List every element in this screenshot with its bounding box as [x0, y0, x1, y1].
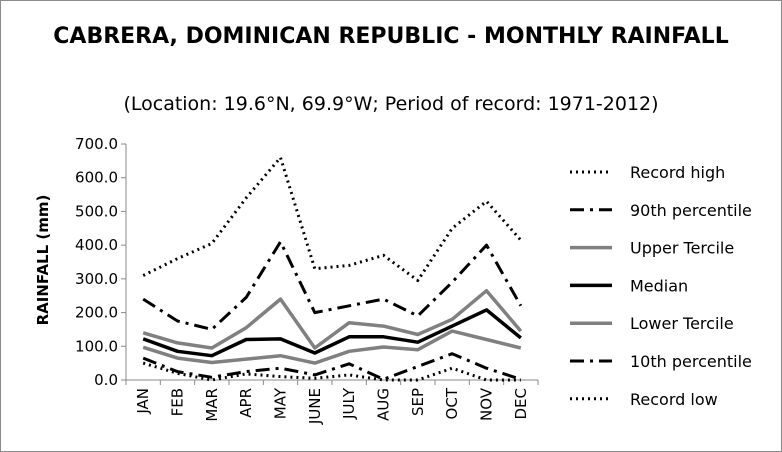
- legend: Record high 90th percentile Upper Tercile M…: [570, 163, 752, 409]
- legend-label-10th-percentile: 10th percentile: [630, 352, 752, 371]
- series-line-90th-percentile: [142, 240, 523, 331]
- chart-subtitle: (Location: 19.6°N, 69.9°W; Period of rec…: [123, 93, 659, 115]
- series-line-upper-tercile: [142, 288, 523, 350]
- legend-label-upper-tercile: Upper Tercile: [630, 239, 734, 258]
- x-tick-label: SEP: [409, 388, 427, 416]
- series-line-median: [142, 308, 522, 358]
- legend-label-record-high: Record high: [630, 163, 725, 182]
- y-tick-label: 300.0: [75, 270, 118, 288]
- legend-label-median: Median: [630, 276, 688, 295]
- x-tick-label: JULY: [340, 387, 358, 420]
- series-line-record-low: [142, 361, 521, 382]
- y-tick-label: 500.0: [75, 202, 118, 220]
- y-tick-label: 600.0: [75, 169, 118, 187]
- y-tick-label: 200.0: [75, 304, 118, 322]
- x-tick-label: OCT: [443, 387, 461, 419]
- series-line-lower-tercile: [142, 329, 522, 365]
- x-tick-label: MAR: [203, 388, 221, 422]
- x-tick-label: JUNE: [306, 388, 324, 425]
- y-tick-label: 0.0: [94, 371, 118, 389]
- x-tick-label: APR: [237, 388, 255, 418]
- x-tick-label: DEC: [512, 388, 530, 420]
- plot-area: 0.0 100.0 200.0 300.0 400.0 500.0 600.0 700.0 JA…: [75, 135, 539, 425]
- x-tick-label: FEB: [169, 388, 187, 416]
- y-tick-label: 100.0: [75, 337, 118, 355]
- y-tick-label: 400.0: [75, 236, 118, 254]
- y-axis-label: RAINFALL (mm): [34, 195, 52, 326]
- series-line-record-high: [142, 156, 522, 282]
- legend-label-record-low: Record low: [630, 390, 718, 409]
- legend-label-90th-percentile: 90th percentile: [630, 201, 752, 220]
- series-line-10th-percentile: [142, 352, 522, 381]
- x-tick-label: AUG: [375, 388, 393, 421]
- x-tick-label: MAY: [272, 387, 290, 419]
- x-tick-label: JAN: [134, 388, 152, 415]
- y-tick-label: 700.0: [75, 135, 118, 153]
- x-tick-label: NOV: [478, 387, 496, 421]
- chart-title: CABRERA, DOMINICAN REPUBLIC - MONTHLY RA…: [53, 24, 729, 49]
- legend-label-lower-tercile: Lower Tercile: [630, 314, 734, 333]
